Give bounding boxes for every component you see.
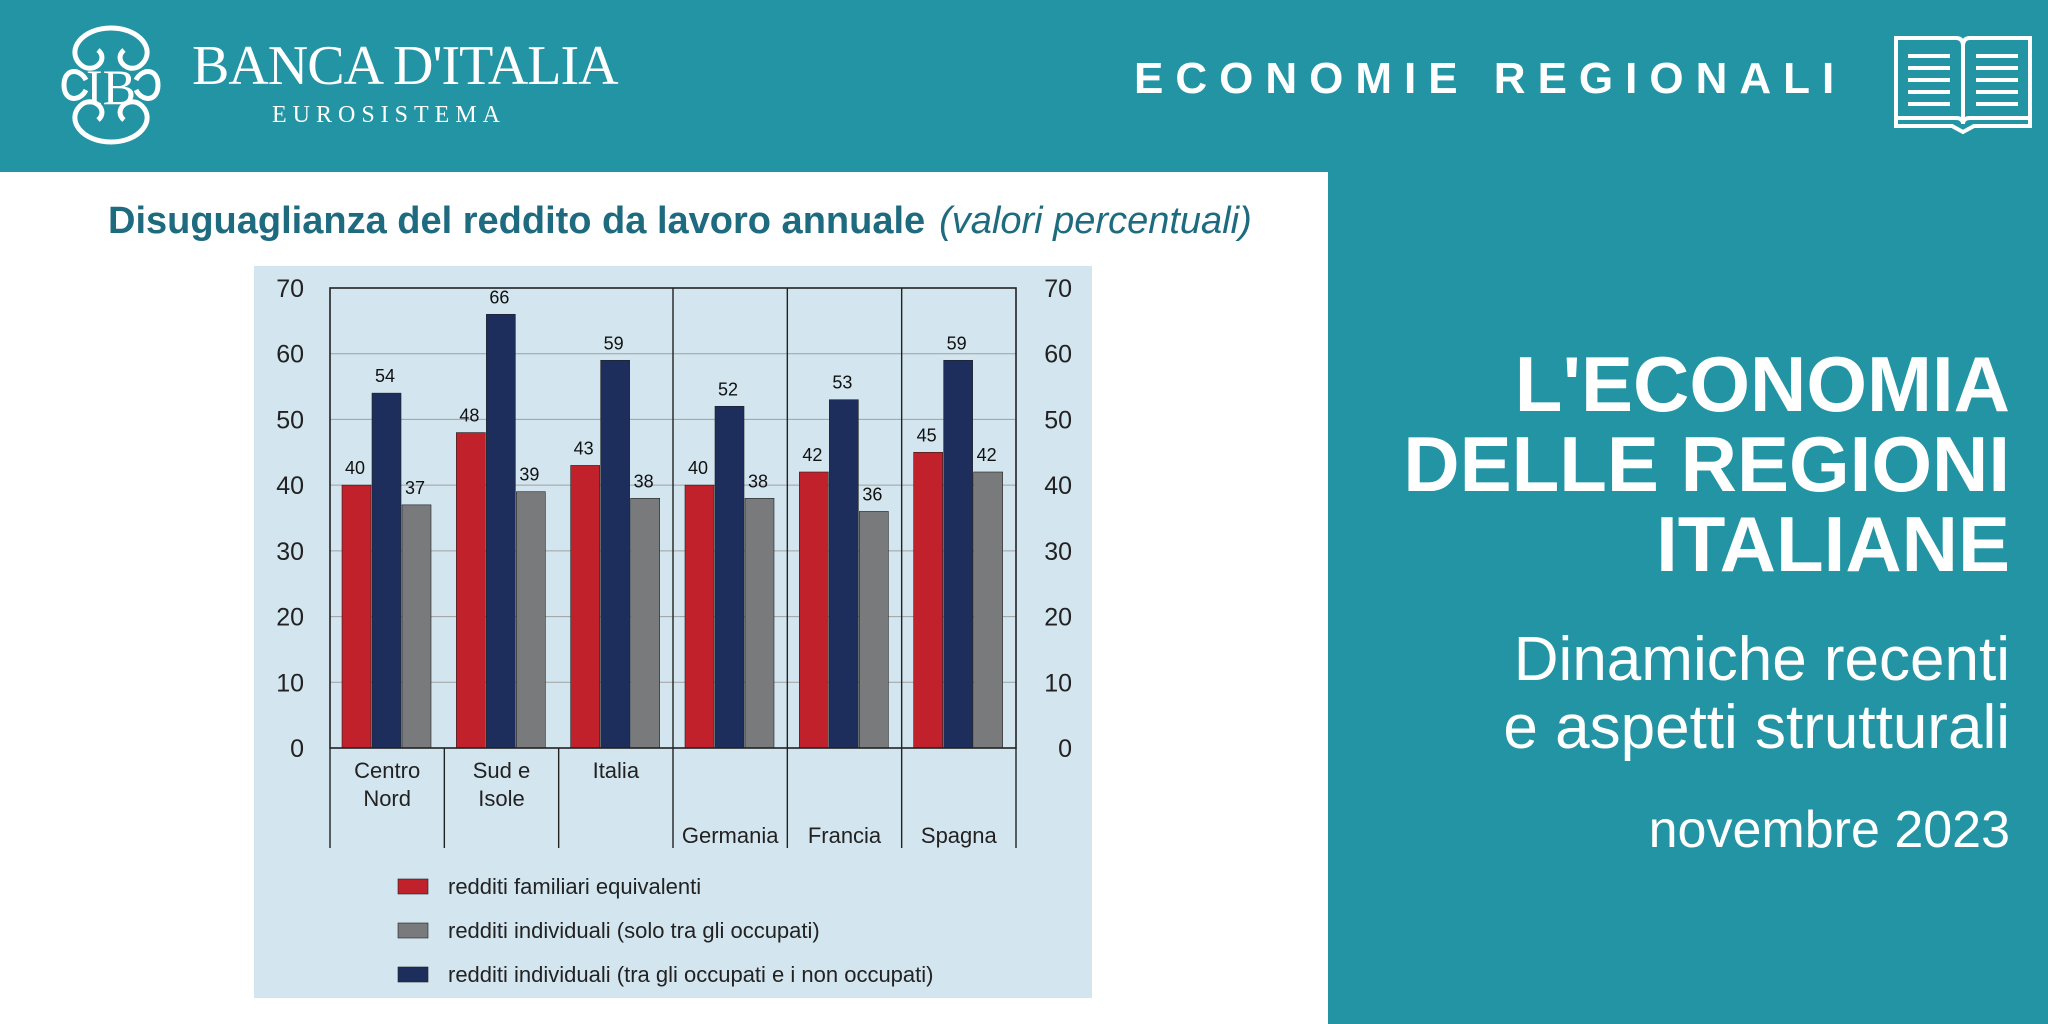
data-label: 39 [519, 465, 539, 485]
y-tick-label-right: 40 [1044, 472, 1072, 500]
data-label: 38 [634, 471, 654, 491]
subtitle-line: e aspetti strutturali [1503, 693, 2010, 762]
x-tick-label: Germania [682, 823, 779, 848]
header-bar: IB BANCA D'ITALIA EUROSISTEMA ECONOMIE R… [0, 0, 2048, 172]
y-tick-label-left: 60 [276, 341, 304, 369]
open-book-icon [1894, 36, 2032, 135]
y-tick-label-right: 70 [1044, 275, 1072, 303]
chart-title-text: Disuguaglianza del reddito da lavoro ann… [108, 200, 926, 242]
bar [684, 484, 715, 749]
y-tick-label-left: 0 [290, 735, 304, 763]
data-label: 52 [718, 379, 738, 399]
data-label: 42 [802, 445, 822, 465]
x-tick-label: Isole [478, 786, 524, 811]
legend-label: redditi individuali (tra gli occupati e … [448, 962, 933, 987]
y-tick-label-left: 40 [276, 472, 304, 500]
series-title: ECONOMIE REGIONALI [1134, 54, 1847, 103]
main-title-line: ITALIANE [1656, 500, 2010, 588]
y-tick-label-left: 20 [276, 604, 304, 632]
bar [913, 451, 943, 749]
subtitle-line: Dinamiche recenti [1513, 625, 2010, 694]
data-label: 66 [489, 287, 509, 307]
data-label: 59 [947, 333, 967, 353]
y-tick-label-right: 20 [1044, 604, 1072, 632]
bar [943, 359, 973, 749]
data-label: 48 [459, 406, 479, 426]
x-tick-label: Nord [363, 786, 411, 811]
y-tick-label-right: 50 [1044, 406, 1072, 434]
data-label: 42 [977, 445, 997, 465]
x-tick-label: Italia [593, 758, 640, 783]
subtitle: Dinamiche recenti e aspetti strutturali [1503, 626, 2010, 762]
data-label: 54 [375, 366, 395, 386]
bar [630, 497, 660, 749]
bar [859, 511, 889, 749]
x-tick-label: Francia [808, 823, 882, 848]
data-label: 43 [574, 438, 594, 458]
bar [600, 359, 630, 749]
legend-swatch [397, 922, 429, 939]
bank-monogram-emblem: IB [61, 25, 161, 145]
bar [973, 471, 1003, 749]
svg-text:IB: IB [86, 59, 136, 115]
legend-swatch [397, 966, 429, 983]
main-title: L'ECONOMIA DELLE REGIONI ITALIANE [1403, 344, 2010, 584]
bar [799, 471, 829, 749]
logo-subtitle: EUROSISTEMA [272, 102, 507, 128]
data-label: 38 [748, 471, 768, 491]
y-tick-label-left: 50 [276, 406, 304, 434]
data-label: 40 [688, 458, 708, 478]
bar [486, 313, 516, 749]
x-tick-label: Sud e [473, 758, 531, 783]
y-tick-label-right: 60 [1044, 341, 1072, 369]
bar [516, 491, 546, 749]
y-tick-label-right: 10 [1044, 669, 1072, 697]
y-tick-label-left: 70 [276, 275, 304, 303]
bar [456, 432, 486, 749]
bar [371, 392, 402, 749]
bar [401, 504, 432, 749]
publication-date: novembre 2023 [1648, 801, 2010, 859]
bar [714, 405, 745, 749]
x-tick-label: Spagna [921, 823, 998, 848]
y-tick-label-left: 30 [276, 538, 304, 566]
bar [341, 484, 372, 749]
chart-unit: (valori percentuali) [939, 200, 1252, 242]
data-label: 45 [917, 425, 937, 445]
data-label: 36 [862, 484, 882, 504]
main-title-line: DELLE REGIONI [1403, 420, 2010, 508]
main-title-line: L'ECONOMIA [1514, 340, 2010, 428]
bar-chart: 0 0 10 10 20 20 30 30 40 40 50 50 60 60 70 70 40 54 37 Cent… [276, 275, 1072, 987]
data-label: 53 [832, 373, 852, 393]
data-label: 59 [604, 333, 624, 353]
bar [829, 399, 859, 749]
legend-label: redditi familiari equivalenti [448, 874, 701, 899]
y-tick-label-left: 10 [276, 669, 304, 697]
legend-swatch [397, 878, 429, 895]
y-tick-label-right: 30 [1044, 538, 1072, 566]
data-label: 37 [405, 478, 425, 498]
x-tick-label: Centro [354, 758, 420, 783]
plot-frame [329, 287, 1017, 749]
legend-label: redditi individuali (solo tra gli occupa… [448, 918, 820, 943]
chart-title: Disuguaglianza del reddito da lavoro ann… [108, 200, 1252, 243]
logo-name: BANCA D'ITALIA [192, 35, 619, 97]
bar [570, 465, 600, 749]
y-tick-label-right: 0 [1058, 735, 1072, 763]
bar [744, 497, 775, 749]
data-label: 40 [345, 458, 365, 478]
